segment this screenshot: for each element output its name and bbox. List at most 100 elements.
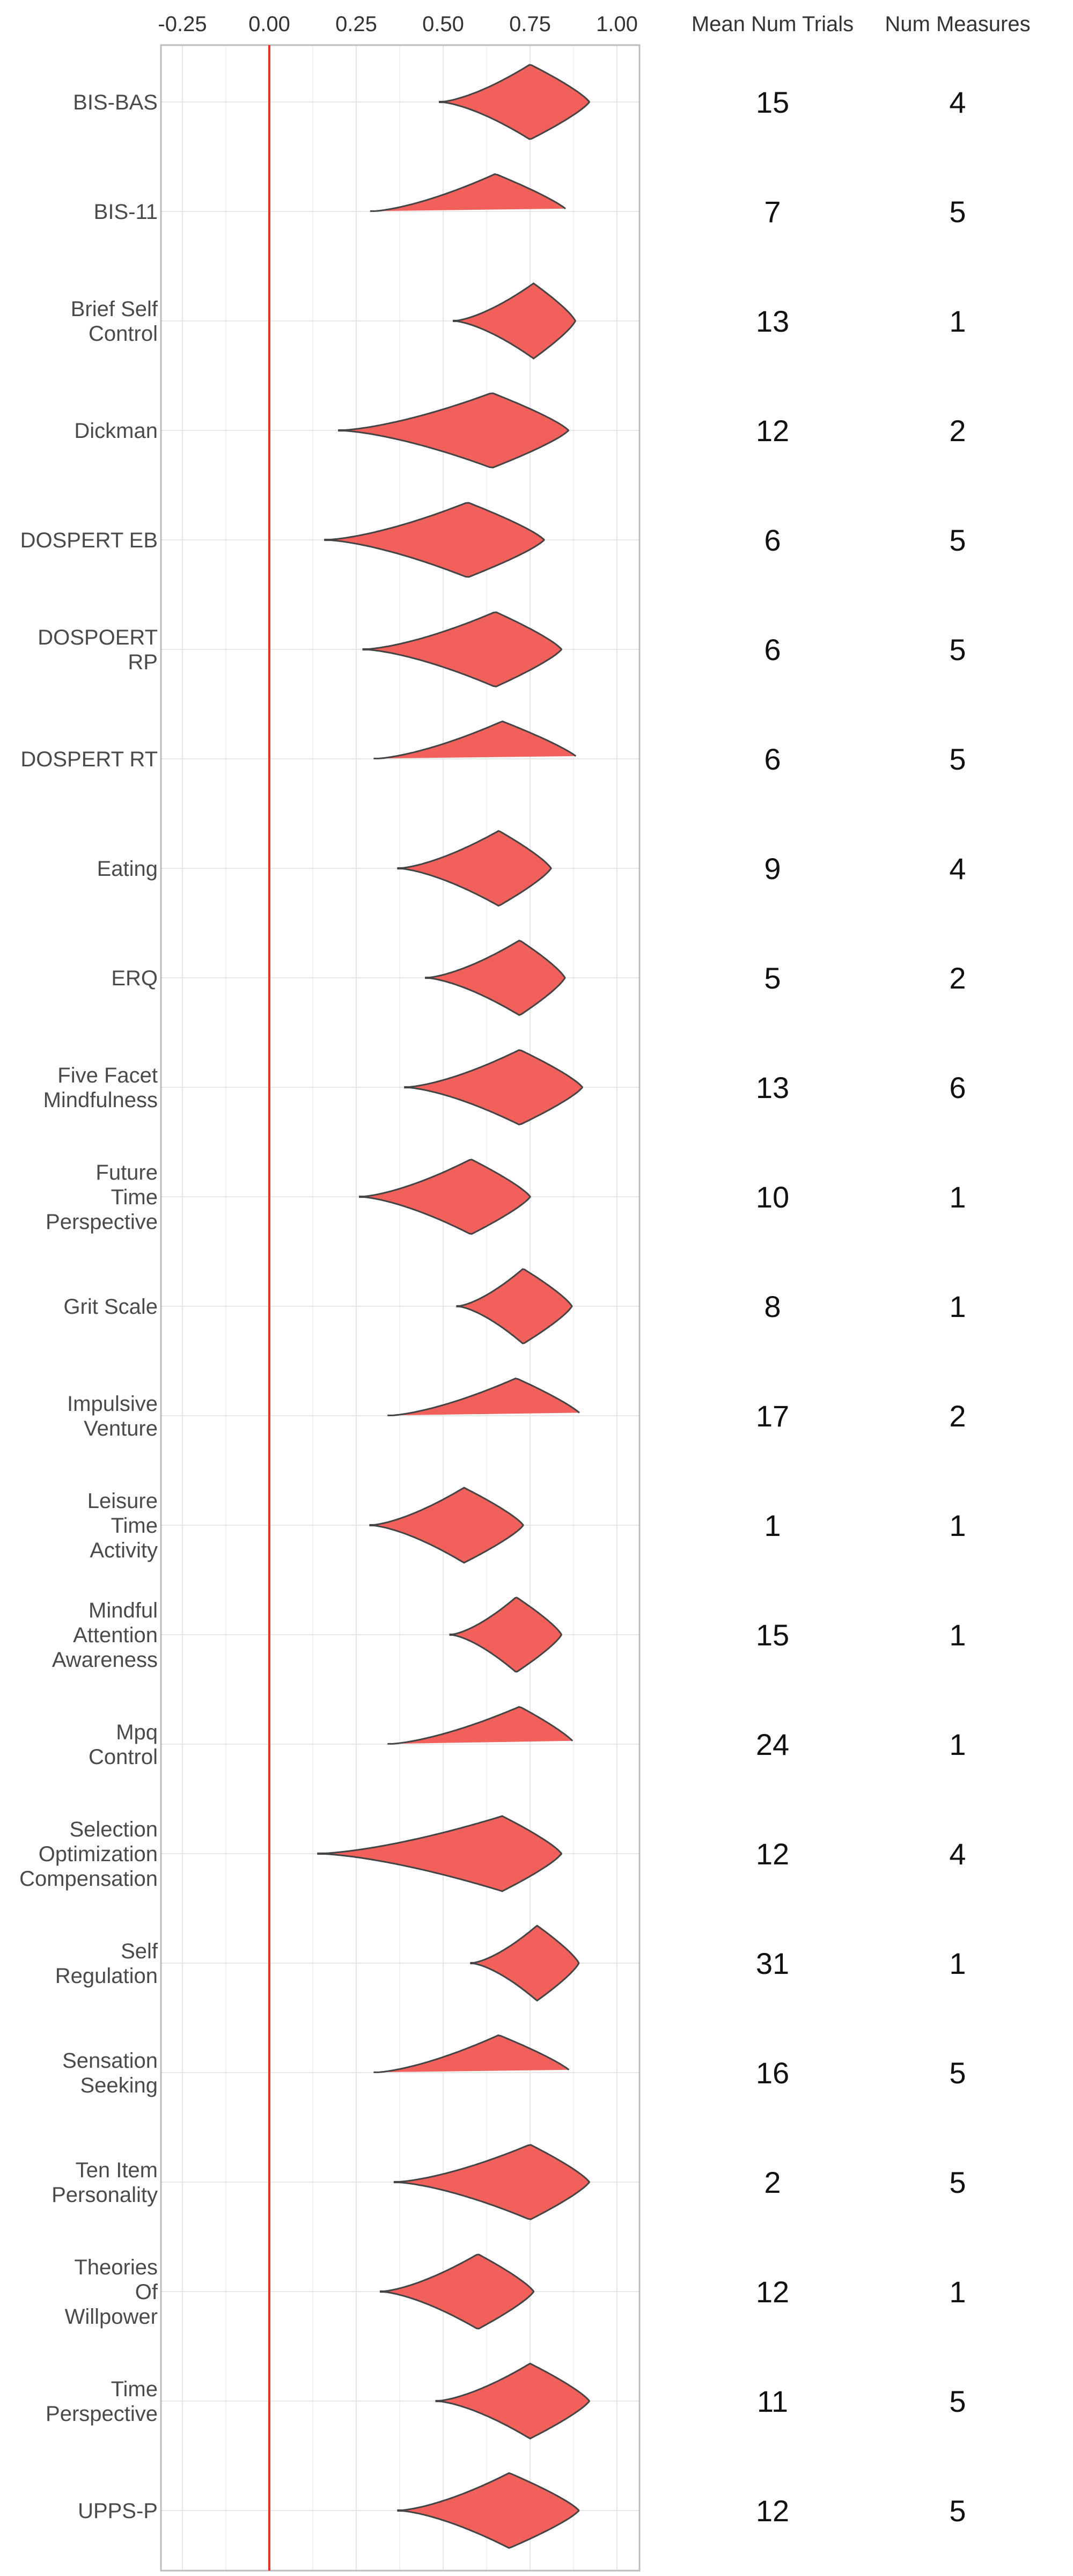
mean-num-trials-value: 24 (756, 1728, 789, 1761)
category-label: DOSPOERT (38, 626, 158, 649)
category-label: Optimization (39, 1842, 158, 1866)
category-label: Impulsive (67, 1392, 158, 1416)
mean-num-trials-value: 8 (764, 1290, 781, 1323)
category-label: Mindful (89, 1599, 158, 1622)
x-tick-label: 0.50 (422, 12, 464, 36)
category-label: Of (135, 2280, 158, 2304)
category-label: BIS-11 (94, 200, 158, 224)
mean-num-trials-value: 13 (756, 304, 789, 338)
category-label: BIS-BAS (73, 91, 158, 114)
mean-num-trials-value: 11 (757, 2384, 788, 2418)
violin-shape (362, 611, 562, 687)
mean-num-trials-value: 7 (764, 195, 781, 229)
num-measures-value: 5 (949, 2056, 966, 2090)
num-measures-value: 1 (949, 1946, 966, 1980)
num-measures-value: 1 (949, 1728, 966, 1761)
category-label: RP (128, 650, 158, 674)
num-measures-value: 1 (949, 1180, 966, 1214)
num-measures-value: 4 (949, 85, 966, 119)
violin-shape (387, 1706, 574, 1745)
mean-num-trials-value: 12 (756, 2494, 789, 2528)
category-label: Selection (69, 1818, 158, 1841)
mean-num-trials-value: 5 (764, 961, 781, 995)
num-measures-value: 5 (949, 742, 966, 776)
violin-shape (317, 1815, 562, 1892)
category-label: Theories (74, 2256, 158, 2279)
category-label: Time (111, 1185, 158, 1209)
category-label: Future (95, 1161, 158, 1184)
category-label: DOSPERT EB (20, 529, 158, 552)
category-label: Venture (84, 1417, 158, 1440)
num-measures-value: 5 (949, 2384, 966, 2418)
violin-shape (370, 173, 566, 212)
category-label: Grit Scale (63, 1295, 158, 1319)
num-measures-value: 5 (949, 633, 966, 667)
violin-shape (393, 2144, 590, 2220)
violin-shape (397, 830, 552, 907)
violin-shape (439, 64, 590, 140)
category-label: Leisure (87, 1489, 158, 1513)
category-label: Willpower (65, 2305, 158, 2329)
violin-shape (404, 1049, 583, 1125)
num-measures-value: 5 (949, 523, 966, 557)
violin-shape (338, 392, 569, 469)
violin-shape (470, 1924, 580, 2002)
mean-num-trials-value: 13 (756, 1071, 789, 1104)
mean-num-trials-value: 6 (764, 742, 781, 776)
num-measures-value: 2 (949, 1399, 966, 1433)
category-label: Eating (97, 857, 158, 881)
violin-shape (369, 1487, 524, 1564)
violin-shape (397, 2472, 580, 2549)
x-tick-label: -0.25 (158, 12, 207, 36)
x-tick-label: 0.75 (509, 12, 551, 36)
x-axis: -0.25 0.00 0.25 0.50 0.75 1.00 (158, 12, 638, 2571)
category-label: Regulation (55, 1964, 158, 1988)
mean-num-trials-value: 12 (756, 1837, 789, 1871)
category-label: Awareness (52, 1648, 158, 1672)
num-measures-value: 4 (949, 1837, 966, 1871)
x-tick-label: 1.00 (596, 12, 638, 36)
mean-num-trials-value: 17 (756, 1399, 789, 1433)
category-label: Activity (90, 1539, 158, 1562)
violin-shape (435, 2362, 590, 2440)
x-tick-label: 0.25 (335, 12, 377, 36)
mean-num-trials-value: 6 (764, 523, 781, 557)
mean-num-trials-value: 1 (764, 1509, 781, 1542)
num-measures-header: Num Measures (885, 12, 1030, 36)
category-label: Perspective (46, 2402, 158, 2426)
violin-shape (359, 1159, 531, 1235)
num-measures-value: 6 (949, 1071, 966, 1104)
mean-num-trials-value: 16 (756, 2056, 789, 2090)
num-measures-value: 4 (949, 852, 966, 885)
category-label: Personality (52, 2183, 158, 2207)
num-measures-value: 2 (949, 961, 966, 995)
violin-shape (324, 502, 545, 578)
category-label: Attention (73, 1623, 158, 1647)
category-label: Brief Self (71, 297, 158, 321)
category-label: Self (121, 1940, 158, 1963)
category-label: Five Facet (57, 1064, 158, 1087)
mean-num-trials-value: 6 (764, 633, 781, 667)
mean-num-trials-value: 12 (756, 414, 789, 448)
mean-num-trials-value: 2 (764, 2165, 781, 2199)
category-label: ERQ (111, 967, 158, 990)
mean-num-trials-header: Mean Num Trials (692, 12, 854, 36)
num-measures-value: 1 (949, 1509, 966, 1542)
violin-shape (387, 1378, 580, 1416)
violin-shape (449, 1597, 562, 1673)
category-label: Seeking (80, 2074, 158, 2097)
category-label: Mindfulness (43, 1088, 158, 1112)
mean-num-trials-value: 10 (756, 1180, 789, 1214)
category-label: Perspective (46, 1210, 158, 1234)
category-label: Ten Item (76, 2158, 158, 2182)
num-measures-value: 2 (949, 414, 966, 448)
num-measures-value: 1 (949, 2275, 966, 2309)
violin-shape (452, 282, 576, 360)
category-label: Mpq (116, 1721, 158, 1744)
violin-shape (456, 1268, 573, 1344)
mean-num-trials-value: 12 (756, 2275, 789, 2309)
violin-shape (425, 939, 566, 1016)
violin-shape (373, 2034, 570, 2073)
